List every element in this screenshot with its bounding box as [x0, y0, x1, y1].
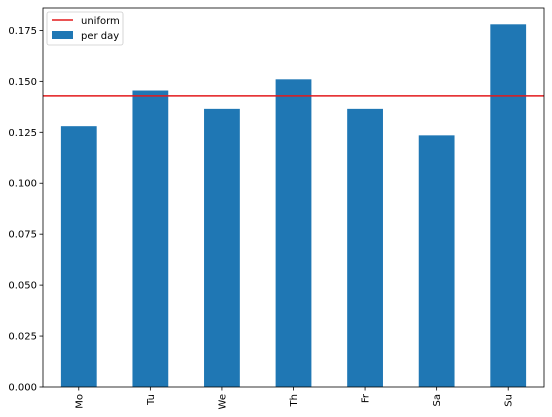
plot-frame — [42, 7, 545, 388]
x-tick-label: Fr — [361, 393, 372, 403]
bar-we — [204, 108, 240, 388]
bars-group — [60, 24, 527, 388]
x-tick-label: Sa — [432, 394, 443, 406]
y-tick-label: 0.050 — [8, 281, 37, 292]
y-tick-label: 0.000 — [8, 383, 37, 394]
y-tick-label: 0.175 — [8, 26, 37, 37]
y-tick-label: 0.150 — [8, 77, 37, 88]
x-tick-label: Th — [289, 394, 300, 407]
x-axis: Mo Tu We Th Fr Sa Su — [74, 387, 515, 409]
y-tick-label: 0.075 — [8, 230, 37, 241]
y-tick-label: 0.100 — [8, 179, 37, 190]
bar-th — [275, 79, 312, 387]
bar-fr — [347, 108, 383, 388]
y-tick-label: 0.025 — [8, 332, 37, 343]
x-tick-label: Tu — [146, 394, 157, 406]
bar-mo — [60, 126, 97, 388]
bar-tu — [132, 90, 169, 388]
legend-per-day-label: per day — [81, 31, 119, 42]
bar-sa — [418, 135, 455, 387]
x-tick-label: We — [217, 394, 228, 409]
bar-su — [490, 24, 527, 388]
y-axis: 0.000 0.025 0.050 0.075 0.100 0.125 0.150 0.175 — [8, 26, 43, 394]
legend-uniform-label: uniform — [81, 16, 120, 27]
legend: uniform per day — [46, 11, 124, 46]
y-tick-label: 0.125 — [8, 128, 37, 139]
x-tick-label: Su — [504, 394, 515, 407]
legend-per-day-swatch — [52, 31, 73, 39]
x-tick-label: Mo — [74, 394, 85, 409]
